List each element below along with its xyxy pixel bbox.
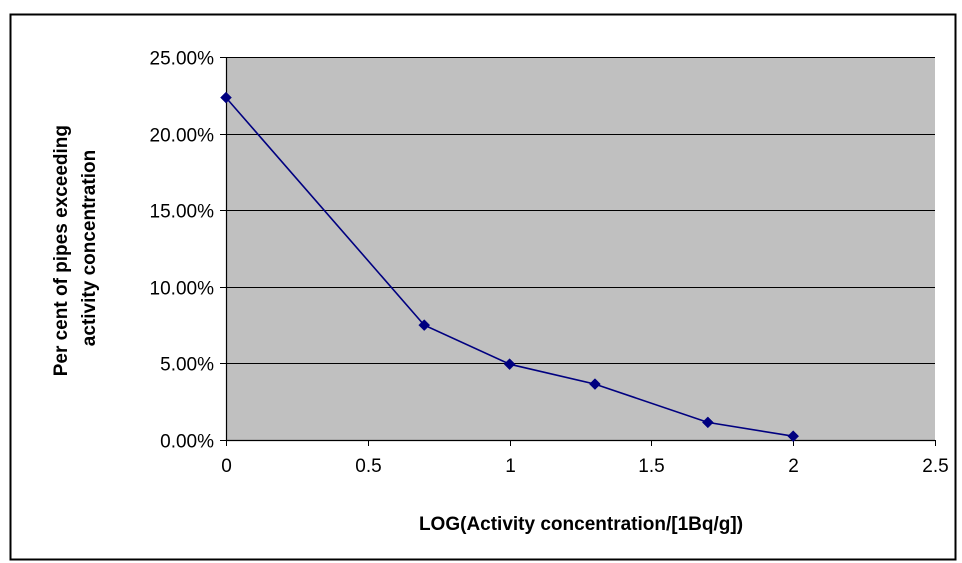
y-tick-label: 5.00%: [160, 355, 214, 376]
x-tick-label: 1: [505, 456, 516, 477]
x-axis-title: LOG(Activity concentration/[1Bq/g]): [419, 514, 743, 535]
y-tick-label: 0.00%: [160, 432, 214, 453]
x-tick-label: 2.5: [922, 456, 948, 477]
x-tick-label: 0: [221, 456, 232, 477]
y-tick-label: 15.00%: [150, 202, 215, 223]
y-tick-label: 10.00%: [150, 279, 215, 300]
x-tick-label: 0.5: [355, 456, 381, 477]
x-tick-label: 2: [788, 456, 799, 477]
y-axis-title-line-2: activity concentration: [79, 150, 100, 346]
plot-area: [226, 57, 935, 440]
y-tick-label: 20.00%: [150, 126, 215, 147]
y-axis-title-line-1: Per cent of pipes exceeding: [51, 125, 72, 376]
y-tick-label: 25.00%: [150, 49, 215, 70]
x-tick-label: 1.5: [638, 456, 664, 477]
